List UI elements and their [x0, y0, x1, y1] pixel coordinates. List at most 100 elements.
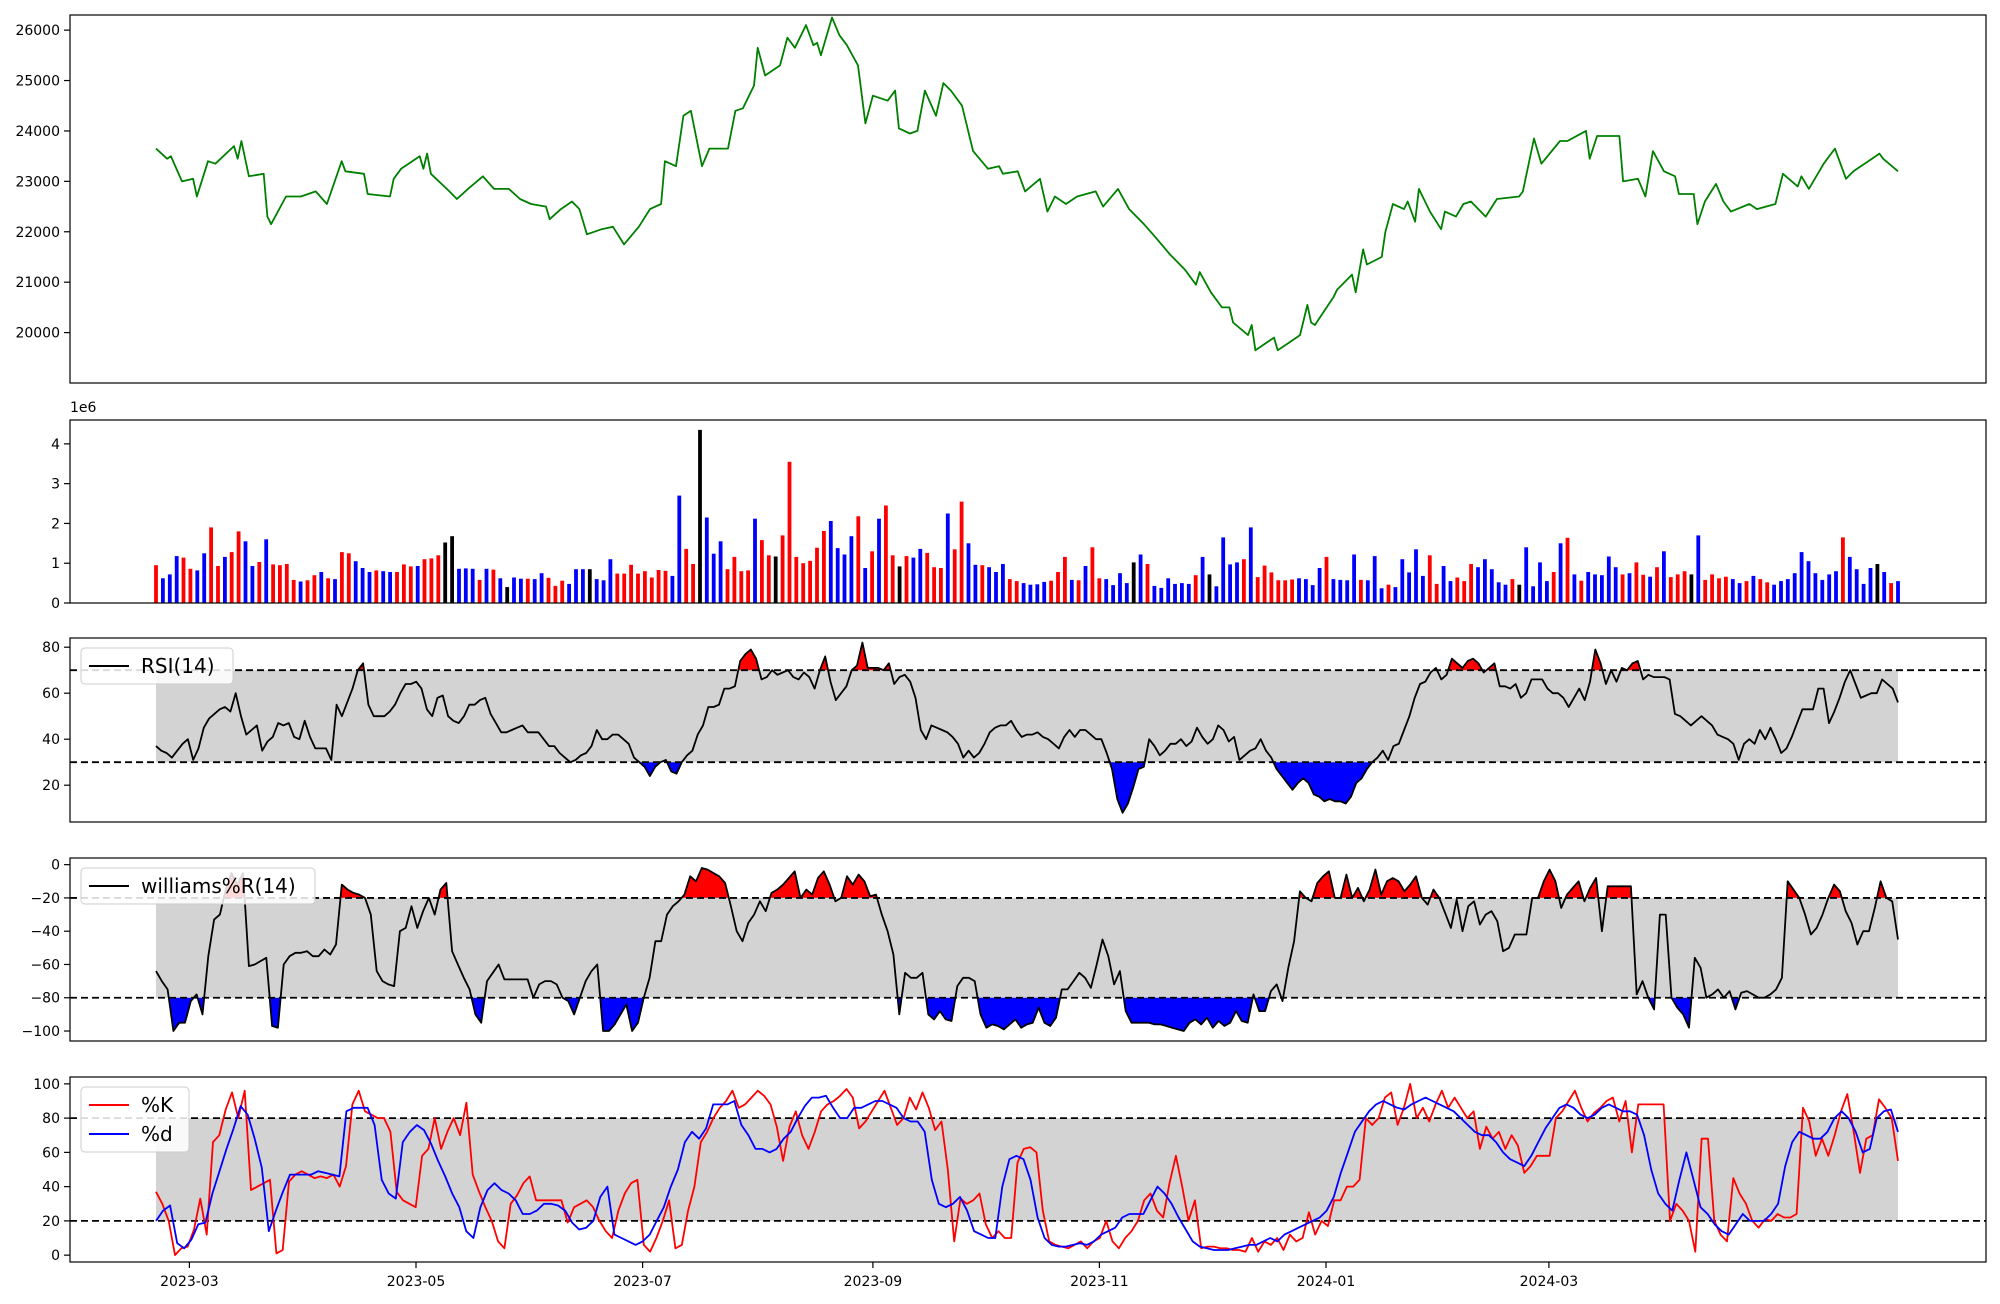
axis-offset-label: 1e6 — [70, 400, 97, 416]
volume-bar — [897, 566, 902, 603]
series-line — [155, 1094, 1899, 1251]
volume-bar — [1049, 580, 1053, 603]
y-tick-label: 40 — [42, 1180, 60, 1196]
volume-bar — [718, 541, 723, 603]
volume-bar — [1393, 587, 1398, 603]
volume-bar — [1655, 567, 1659, 603]
volume-bar — [587, 569, 592, 603]
volume-bar — [1799, 552, 1804, 603]
x-tick-label: 2023-11 — [1070, 1274, 1129, 1290]
price-line — [155, 16, 1899, 352]
volume-bar — [1558, 543, 1563, 603]
volume-bar — [353, 561, 358, 603]
volume-bar — [691, 564, 695, 603]
volume-bar — [966, 543, 971, 603]
volume-bar — [532, 579, 537, 603]
volume-bar — [1820, 579, 1825, 603]
volume-bar — [1806, 561, 1811, 603]
volume-bar — [877, 518, 881, 603]
volume-bar — [787, 461, 792, 603]
y-tick-label: 3 — [51, 477, 60, 493]
volume-bar — [1365, 580, 1370, 603]
panel-stochastic-panel: 0 20 40 60 80 100 %K %d — [33, 1076, 1987, 1264]
volume-bar — [1710, 574, 1714, 603]
volume-bar — [1765, 582, 1770, 603]
volume-bar — [870, 551, 874, 603]
threshold-band — [156, 897, 1898, 998]
volume-bar — [1331, 579, 1336, 603]
panel-volume-panel: 0 1 2 3 4 1e6 — [51, 400, 1987, 612]
volume-bar — [601, 580, 606, 603]
volume-bar — [1317, 568, 1322, 603]
volume-bar — [932, 567, 936, 603]
volume-bar — [463, 568, 468, 603]
volume-bar — [959, 501, 964, 603]
volume-bar — [1785, 579, 1790, 603]
volume-bar — [849, 536, 854, 603]
axes-frame — [69, 419, 1987, 604]
volume-bar — [1496, 582, 1501, 603]
volume-bar — [1338, 579, 1343, 603]
volume-bar — [1827, 574, 1832, 603]
volume-bar — [594, 579, 599, 603]
volume-bar — [477, 579, 482, 603]
volume-bar — [1193, 575, 1198, 603]
volume-bar — [1792, 573, 1797, 603]
y-tick-label: 25000 — [15, 74, 60, 90]
volume-bar — [161, 578, 165, 603]
volume-bar — [1166, 578, 1171, 603]
volume-bar — [801, 563, 806, 603]
volume-bar — [1531, 586, 1535, 603]
volume-bar — [360, 568, 365, 603]
volume-bar — [1730, 579, 1735, 603]
volume-bar — [1600, 575, 1604, 603]
volume-bar — [1427, 555, 1432, 603]
volume-bar — [911, 557, 916, 603]
panel-price-panel: 20000 21000 22000 23000 24000 25000 26000 — [15, 14, 1987, 384]
x-tick-label: 2023-09 — [844, 1274, 903, 1290]
volume-bar — [1613, 567, 1618, 603]
volume-bar — [1379, 588, 1384, 603]
volume-bar — [1304, 579, 1308, 603]
volume-bar — [1620, 574, 1625, 603]
volume-bar — [636, 573, 640, 603]
volume-bar — [828, 521, 833, 603]
y-tick-label: 40 — [42, 732, 60, 748]
volume-bar — [711, 553, 716, 603]
volume-bar — [1283, 580, 1288, 603]
volume-bar — [1524, 547, 1529, 603]
y-tick-label: −100 — [22, 1024, 60, 1040]
volume-bar — [1028, 584, 1033, 603]
volume-bar — [890, 555, 895, 603]
y-tick-label: 23000 — [15, 174, 60, 190]
x-axis: 2023-03 2023-05 2023-07 2023-09 2023-11 2024-… — [160, 1262, 1578, 1290]
legend-box — [80, 1086, 190, 1153]
volume-bar — [980, 565, 985, 603]
volume-bar — [422, 559, 427, 603]
volume-bar — [443, 542, 448, 603]
volume-bar — [223, 556, 227, 603]
volume-bar — [181, 557, 186, 603]
y-tick-label: 4 — [51, 437, 60, 453]
volume-bar — [1063, 556, 1067, 603]
volume-bar — [1503, 584, 1508, 603]
volume-bar — [450, 536, 454, 603]
legend-label: %K — [141, 1093, 174, 1117]
x-tick-label: 2023-05 — [387, 1274, 446, 1290]
volume-bar — [773, 556, 778, 603]
volume-bar — [1551, 572, 1556, 603]
volume-bar — [1007, 579, 1012, 603]
volume-bar — [1758, 579, 1763, 603]
volume-bar — [574, 569, 578, 603]
volume-bar — [1579, 580, 1584, 603]
volume-bar — [340, 552, 344, 603]
volume-bar — [1131, 562, 1136, 603]
volume-bar — [649, 577, 654, 603]
volume-bar — [298, 581, 303, 603]
volume-bar — [546, 577, 551, 603]
volume-bar — [188, 568, 193, 603]
volume-bar — [1152, 585, 1157, 603]
volume-bar — [1538, 562, 1542, 603]
y-tick-label: 20000 — [15, 326, 60, 342]
